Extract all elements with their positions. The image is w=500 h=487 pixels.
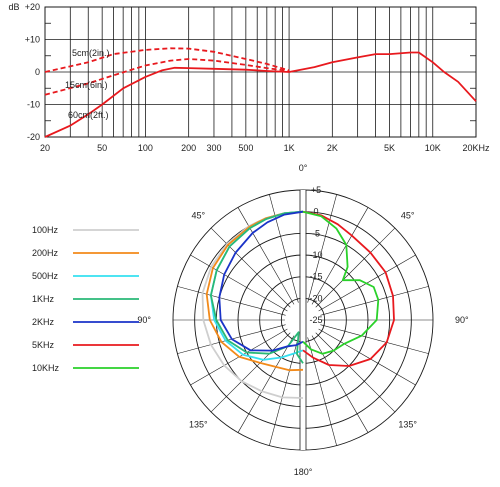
polar-curve-5khz xyxy=(302,210,395,367)
y-tick-label: 0 xyxy=(35,67,40,77)
polar-spoke xyxy=(318,328,416,386)
legend-item: 200Hz xyxy=(32,248,139,258)
polar-curve-2khz xyxy=(218,210,304,352)
x-tick-label: 20 xyxy=(40,143,50,153)
angle-label: 90° xyxy=(455,315,469,325)
legend-item: 100Hz xyxy=(32,225,139,235)
y-tick-label: +20 xyxy=(25,2,40,12)
distance-annotation: 5cm(2in.) xyxy=(72,48,110,58)
polar-spoke xyxy=(210,227,291,308)
legend-label: 5KHz xyxy=(32,340,55,350)
legend-item: 1KHz xyxy=(32,294,139,304)
legend-item: 500Hz xyxy=(32,271,139,281)
radial-tick-label: -5 xyxy=(312,228,320,238)
polar-spoke xyxy=(190,254,288,312)
polar-pattern-chart: +5 0 -5 -10 -15 -20 -25 0° 45° 90° 135° 180° 135° 90°… xyxy=(137,163,469,477)
polar-spoke xyxy=(320,286,429,316)
radial-tick-label: -25 xyxy=(309,315,322,325)
x-tick-label: 2K xyxy=(327,143,338,153)
polar-legend: 100Hz 200Hz 500Hz 1KHz 2KHz 5KHz 10KHz xyxy=(32,225,139,373)
response-curve-1 xyxy=(44,51,477,138)
polar-curve-500hz xyxy=(210,210,304,361)
angle-label: 90° xyxy=(137,315,151,325)
polar-spoke xyxy=(320,324,429,354)
axis-gap xyxy=(300,190,306,320)
x-tick-label: 100 xyxy=(138,143,153,153)
polar-spoke xyxy=(237,335,295,433)
y-tick-label: -10 xyxy=(27,100,40,110)
y-tick-label: +10 xyxy=(25,35,40,45)
y-unit-label: dB xyxy=(8,2,19,12)
radial-tick-label: -20 xyxy=(309,293,322,303)
polar-spoke xyxy=(311,207,369,305)
x-tick-label: 10K xyxy=(425,143,441,153)
x-tick-label: 500 xyxy=(238,143,253,153)
legend-item: 2KHz xyxy=(32,317,139,327)
radial-tick-label: +5 xyxy=(311,185,321,195)
angle-label: 135° xyxy=(398,420,417,430)
legend-label: 1KHz xyxy=(32,294,55,304)
frequency-response-chart: +20 +10 0 -10 -20 dB 20 50 100 200 300 500 1K 2K 5K 10K… xyxy=(8,2,490,153)
x-tick-label: 50 xyxy=(97,143,107,153)
polar-spoke xyxy=(269,337,299,446)
radial-tick-label: -10 xyxy=(309,250,322,260)
polar-spoke xyxy=(177,286,286,316)
axis-gap xyxy=(300,336,306,450)
angle-label: 45° xyxy=(192,210,206,220)
response-curve-2 xyxy=(44,58,290,96)
legend-label: 200Hz xyxy=(32,248,59,258)
angle-label: 135° xyxy=(189,420,208,430)
polar-spoke xyxy=(307,194,337,303)
response-curve-3 xyxy=(44,47,290,73)
polar-spoke xyxy=(315,227,396,308)
angle-label: 180° xyxy=(294,467,313,477)
legend-item: 5KHz xyxy=(32,340,139,350)
x-tick-label: 300 xyxy=(206,143,221,153)
legend-label: 100Hz xyxy=(32,225,59,235)
radial-tick-label: 0 xyxy=(313,207,318,217)
polar-curve-1khz xyxy=(210,210,304,364)
legend-label: 10KHz xyxy=(32,363,60,373)
x-tick-label: 1K xyxy=(284,143,295,153)
polar-curve-10khz xyxy=(302,210,380,355)
y-tick-label: -20 xyxy=(27,132,40,142)
polar-spoke xyxy=(269,194,299,303)
distance-annotation: 15cm(6in.) xyxy=(65,80,108,90)
legend-item: 10KHz xyxy=(32,363,139,373)
polar-spoke xyxy=(237,207,295,305)
x-tick-label: 200 xyxy=(181,143,196,153)
angle-label: 45° xyxy=(401,210,415,220)
legend-label: 500Hz xyxy=(32,271,59,281)
polar-curve-200hz xyxy=(205,210,304,372)
radial-tick-label: -15 xyxy=(309,272,322,282)
legend-label: 2KHz xyxy=(32,317,55,327)
angle-label: 0° xyxy=(299,163,308,173)
x-tick-label: 20KHz xyxy=(462,143,490,153)
distance-annotation: 60cm(2ft.) xyxy=(68,110,109,120)
polar-spoke xyxy=(307,337,337,446)
polar-spoke xyxy=(210,332,291,413)
polar-spoke xyxy=(315,332,396,413)
polar-spoke xyxy=(311,335,369,433)
x-tick-label: 5K xyxy=(384,143,395,153)
